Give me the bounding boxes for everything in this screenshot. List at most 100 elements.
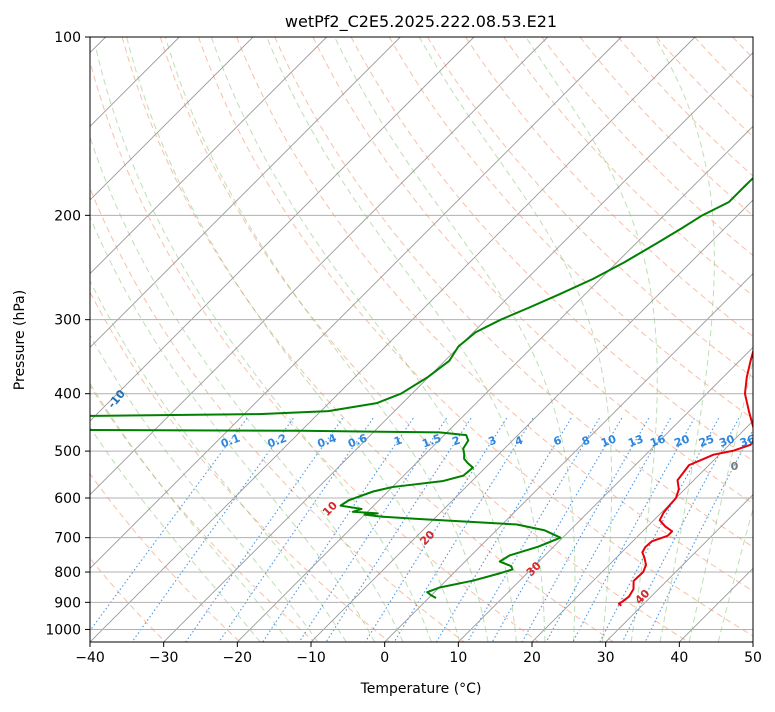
- mixing-ratio-line: [262, 417, 414, 642]
- y-tick-label: 200: [54, 208, 81, 224]
- moist-adiabat-line: [90, 334, 319, 642]
- dry-adiabat-line: [121, 37, 614, 642]
- mixing-ratio-label: 0.1: [219, 432, 242, 451]
- x-tick-label: 0: [380, 650, 389, 666]
- moist-adiabat-line: [164, 37, 489, 642]
- moist-adiabat-line: [126, 37, 461, 642]
- x-tick-label: 50: [744, 650, 762, 666]
- mixing-ratio-label: 13: [626, 432, 645, 449]
- x-axis-label: Temperature (°C): [360, 681, 482, 697]
- mixing-ratio-label: 3: [487, 434, 499, 449]
- mixing-ratio-label: 16: [648, 432, 667, 450]
- isotherm-line: [90, 37, 401, 348]
- temperature-profile-line: [617, 348, 753, 607]
- y-tick-label: 900: [54, 595, 81, 611]
- mixing-ratio-label: 1.5: [420, 432, 443, 451]
- series-lines: [90, 176, 753, 607]
- mixing-ratio-line: [325, 417, 472, 642]
- moist-adiabat-line: [90, 215, 376, 642]
- moist-adiabat-label: 0: [731, 460, 739, 473]
- mixing-ratio-label: 6: [552, 434, 564, 449]
- dry-adiabat-line: [90, 291, 390, 642]
- y-tick-label: 800: [54, 565, 81, 581]
- dry-adiabat-line: [541, 37, 753, 257]
- x-tick-label: −10: [296, 650, 326, 666]
- x-tick-label: 10: [449, 650, 467, 666]
- mixing-ratio-line: [572, 417, 695, 642]
- moist-adiabat-line: [90, 135, 404, 642]
- moist-adiabat-line: [334, 37, 576, 642]
- mixing-ratio-line: [218, 417, 374, 642]
- dewpoint-profile-line: [90, 176, 753, 599]
- mixing-ratio-label: 4: [513, 434, 525, 449]
- mixing-ratio-label: 25: [697, 432, 716, 449]
- plot-frame: [89, 36, 754, 643]
- mixing-ratio-label: 10: [599, 432, 618, 450]
- moist-adiabat-line: [717, 506, 753, 642]
- x-tick-label: 20: [523, 650, 541, 666]
- moist-adiabat-line: [90, 382, 290, 642]
- mixing-ratio-label: 0.4: [316, 432, 339, 451]
- dry-adiabat-line: [198, 37, 753, 637]
- isotherm-line: [458, 346, 753, 642]
- moist-adiabat-line: [654, 37, 715, 642]
- mixing-ratio-label: 36: [738, 432, 757, 450]
- mixing-ratio-line: [364, 417, 508, 642]
- y-tick-label: 100: [54, 30, 81, 46]
- isotherm-line: [90, 37, 327, 275]
- x-tick-label: 30: [597, 650, 615, 666]
- chart-title: wetPf2_C2E5.2025.222.08.53.E21: [285, 12, 557, 32]
- x-tick-label: −30: [149, 650, 179, 666]
- mixing-ratio-label: 1: [392, 434, 404, 449]
- dry-adiabat-line: [90, 186, 465, 642]
- isotherm-line: [531, 420, 753, 642]
- mixing-ratio-label: 30: [717, 432, 736, 450]
- isotherm-line: [90, 37, 622, 569]
- mixing-ratio-label: 8: [580, 434, 592, 449]
- moist-adiabat-line: [90, 279, 347, 642]
- y-tick-label: 500: [54, 444, 81, 460]
- mixing-ratio-label: 2: [451, 434, 463, 449]
- y-axis: 100 200 300 400 500 600 700 800 900 1000: [45, 30, 90, 638]
- mixing-ratio-line: [298, 417, 447, 642]
- dry-adiabat-line: [159, 37, 689, 642]
- mixing-ratio-line: [185, 417, 344, 642]
- moist-adiabat-line: [525, 37, 658, 642]
- mixing-ratio-line: [599, 417, 720, 642]
- dry-adiabat-line: [350, 37, 753, 462]
- isotherm-line: [90, 37, 696, 642]
- y-tick-label: 700: [54, 531, 81, 547]
- y-tick-label: 300: [54, 313, 81, 329]
- y-axis-label: Pressure (hPa): [12, 290, 28, 390]
- mixing-ratio-line: [621, 417, 740, 642]
- dry-adiabat-line: [388, 37, 753, 420]
- moist-adiabat-line: [90, 426, 261, 642]
- mixing-ratio-line: [90, 417, 248, 632]
- x-tick-label: −40: [75, 650, 105, 666]
- mixing-ratio-label: 20: [672, 432, 691, 450]
- isotherm-line: [90, 37, 254, 201]
- dry-adiabat-line: [274, 37, 753, 548]
- mixing-ratio-label: 0.6: [346, 432, 369, 451]
- x-tick-label: 40: [670, 650, 688, 666]
- dry-adiabat-line: [426, 37, 753, 378]
- dry-adiabat-line: [90, 59, 540, 642]
- mixing-ratio-label: 0.2: [266, 432, 289, 451]
- y-tick-label: 600: [54, 491, 81, 507]
- mixing-ratio-line: [521, 417, 650, 642]
- x-tick-label: −20: [223, 650, 253, 666]
- isotherm-line: [90, 37, 475, 422]
- moist-adiabat-line: [266, 37, 546, 642]
- isotherm-line: [384, 273, 753, 642]
- mixing-ratio-line: [491, 417, 623, 642]
- moist-adiabat-line: [95, 49, 432, 642]
- y-tick-label: 1000: [45, 622, 81, 638]
- isotherm-line: [310, 199, 753, 642]
- dry-adiabat-line: [312, 37, 753, 505]
- dry-adiabat-line: [579, 37, 753, 217]
- x-axis: −40 −30 −20 −10 0 10 20 30 40 50: [75, 642, 762, 666]
- grid-lines: [90, 37, 753, 642]
